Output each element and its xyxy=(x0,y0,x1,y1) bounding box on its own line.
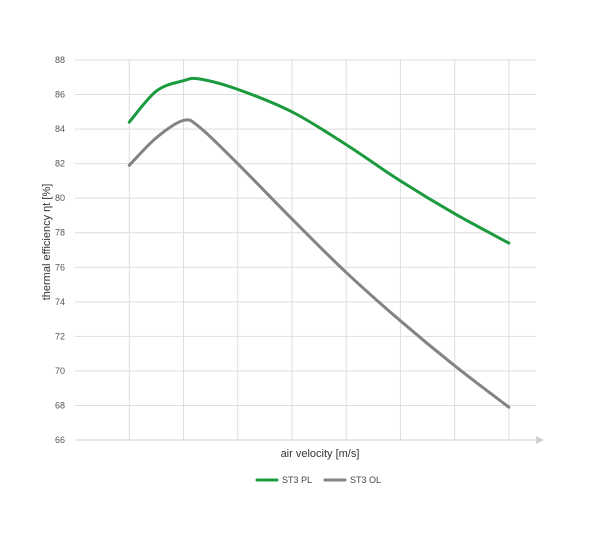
y-axis-ticks: 66 68 70 72 74 76 78 80 82 84 86 88 xyxy=(55,55,65,445)
x-axis-label: air velocity [m/s] xyxy=(281,448,360,460)
y-tick-label: 70 xyxy=(55,366,65,376)
legend-label: ST3 PL xyxy=(282,475,312,485)
series-line-st3-ol xyxy=(127,118,511,409)
y-tick-label: 72 xyxy=(55,331,65,341)
y-tick-label: 88 xyxy=(55,55,65,65)
grid xyxy=(75,59,536,440)
series-line-st3-pl xyxy=(127,76,511,245)
y-tick-label: 76 xyxy=(55,262,65,272)
y-tick-label: 82 xyxy=(55,159,65,169)
y-tick-label: 84 xyxy=(55,124,65,134)
y-tick-label: 80 xyxy=(55,193,65,203)
y-tick-label: 74 xyxy=(55,297,65,307)
y-tick-label: 66 xyxy=(55,435,65,445)
y-axis-label: thermal efficiency ηt [%] xyxy=(41,184,53,301)
y-tick-label: 78 xyxy=(55,228,65,238)
x-axis-arrow-icon xyxy=(536,436,544,444)
series-layer xyxy=(127,76,511,409)
legend-label: ST3 OL xyxy=(350,475,381,485)
y-tick-label: 68 xyxy=(55,400,65,410)
legend: ST3 PL ST3 OL xyxy=(255,475,381,485)
y-tick-label: 86 xyxy=(55,90,65,100)
